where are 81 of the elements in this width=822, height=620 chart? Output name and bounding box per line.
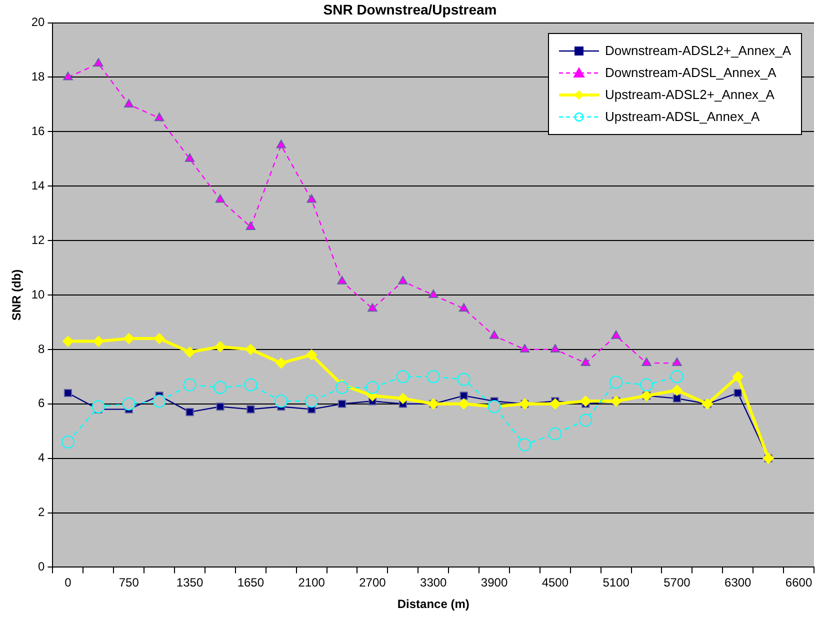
y-tick-label: 12: [31, 232, 46, 247]
point: [246, 221, 256, 230]
point: [611, 330, 621, 339]
point: [64, 388, 72, 398]
point: [337, 276, 347, 284]
point: [215, 194, 226, 203]
x-tick-label: 6600: [785, 576, 812, 590]
point: [214, 341, 226, 352]
x-tick-label: 3900: [480, 576, 508, 590]
point: [184, 346, 196, 358]
y-axis-title: SNR (db): [10, 269, 24, 321]
y-tick-label: 10: [31, 287, 46, 302]
legend-label: Downstream-ADSL2+_Annex_A: [605, 43, 792, 58]
x-tick-label: 1350: [176, 576, 204, 590]
point: [397, 392, 408, 404]
point: [276, 140, 286, 148]
point: [92, 336, 104, 347]
point: [336, 381, 349, 394]
y-tick-label: 2: [38, 505, 46, 520]
point: [184, 153, 195, 162]
point: [642, 358, 652, 366]
point: [458, 398, 470, 410]
point: [732, 371, 744, 382]
point: [580, 396, 592, 407]
point: [152, 394, 166, 408]
point: [186, 408, 194, 416]
point: [458, 303, 469, 312]
y-tick-label: 0: [38, 560, 46, 574]
point: [306, 349, 318, 360]
x-tick-label: 750: [118, 576, 140, 590]
point: [580, 358, 590, 366]
x-axis-title: Distance (m): [397, 597, 470, 612]
y-tick-label: 16: [31, 124, 46, 138]
point: [305, 394, 318, 408]
point: [63, 72, 73, 80]
point: [460, 392, 468, 400]
point: [246, 405, 255, 414]
point: [550, 398, 561, 410]
y-tick-label: 6: [38, 396, 46, 410]
point: [154, 112, 164, 122]
point: [428, 290, 438, 298]
x-tick-label: 0: [64, 576, 72, 590]
x-tick-label: 2700: [359, 576, 386, 590]
point: [306, 194, 316, 203]
point: [368, 303, 378, 312]
point: [274, 394, 288, 408]
point: [489, 330, 500, 339]
point: [550, 344, 560, 352]
point: [398, 276, 408, 284]
y-tick-label: 14: [31, 178, 46, 192]
x-tick-label: 1650: [237, 576, 264, 590]
x-tick-label: 5100: [602, 576, 630, 590]
point: [671, 384, 682, 396]
point: [520, 344, 530, 352]
point: [734, 388, 742, 398]
point: [672, 358, 682, 366]
legend-label: Downstream-ADSL_Annex_A: [605, 65, 776, 80]
point: [338, 400, 346, 408]
point: [216, 402, 224, 411]
y-tick-label: 4: [38, 450, 46, 465]
x-tick-label: 5700: [664, 576, 691, 590]
point: [92, 400, 105, 414]
legend-label: Upstream-ADSL_Annex_A: [605, 109, 760, 124]
point: [94, 58, 104, 67]
x-tick-label: 4500: [542, 576, 569, 590]
x-tick-label: 6300: [724, 576, 752, 590]
point: [276, 358, 287, 369]
point: [245, 344, 256, 355]
point: [124, 98, 134, 108]
y-tick-label: 20: [31, 15, 46, 30]
x-tick-label: 3300: [420, 576, 448, 590]
point: [123, 333, 134, 344]
y-tick-label: 8: [38, 342, 46, 356]
x-tick-label: 2100: [298, 576, 326, 590]
legend-label: Upstream-ADSL2+_Annex_A: [605, 87, 774, 102]
chart-title: SNR Downstrea/Upstream: [323, 1, 497, 18]
point: [122, 397, 136, 410]
y-tick-label: 18: [31, 70, 46, 84]
point: [62, 336, 74, 347]
point: [672, 394, 682, 402]
point: [154, 333, 165, 344]
